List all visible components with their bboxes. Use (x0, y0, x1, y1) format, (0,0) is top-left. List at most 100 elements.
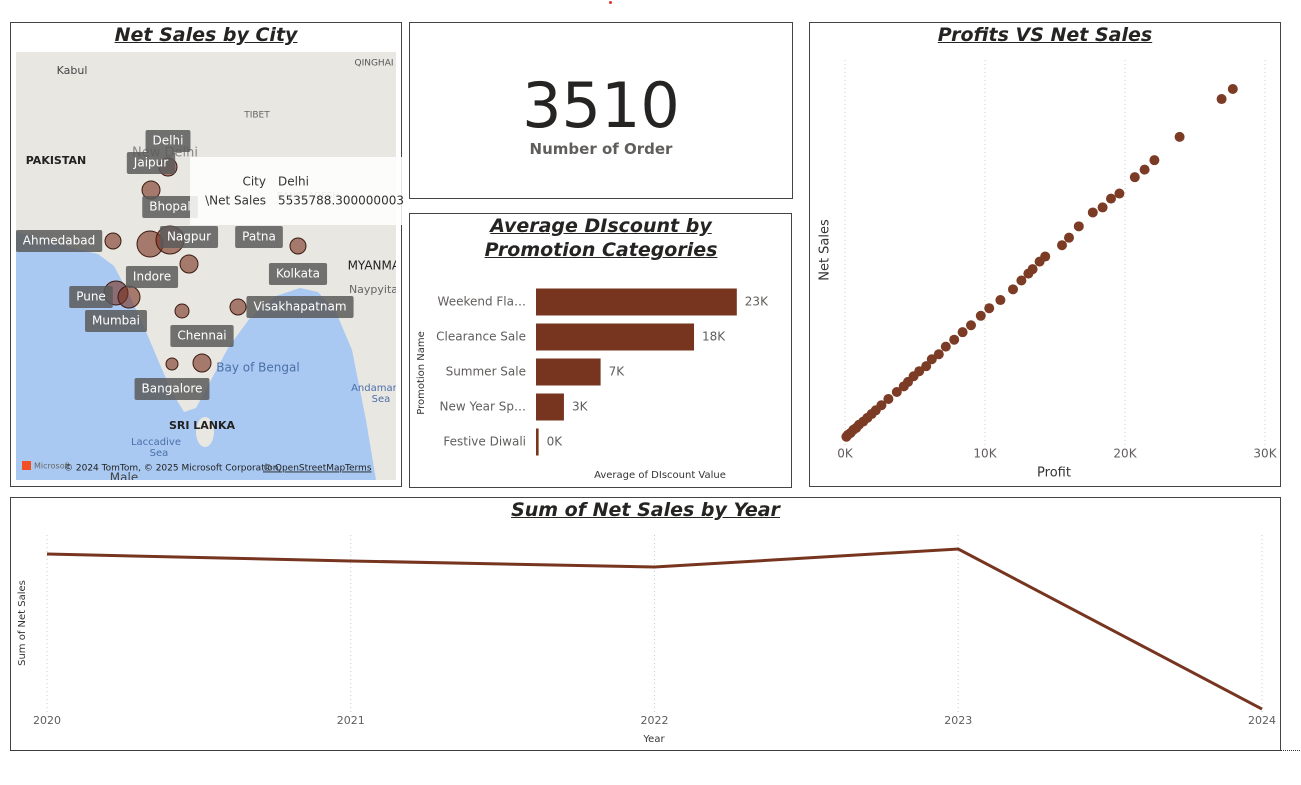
scatter-point (891, 387, 902, 398)
city-label-box (69, 286, 113, 308)
scatter-point (1023, 268, 1034, 279)
x-tick-label: 10K (973, 447, 997, 461)
bar (536, 323, 695, 351)
scatter-point (933, 349, 944, 360)
x-tick-label: 2020 (33, 714, 61, 727)
city-label-box (85, 310, 147, 332)
tooltip-label: City (242, 175, 266, 189)
line-title: Sum of Net Sales by Year (511, 499, 780, 521)
line (46, 547, 1263, 711)
scatter-point (1139, 164, 1150, 175)
scatter-point (1057, 240, 1067, 251)
scatter-point (1114, 188, 1125, 199)
marker-dot (609, 1, 612, 4)
attribution: © 2024 TomTom, © 2025 Microsoft Corporat… (64, 464, 281, 474)
y-tick-label: Festive Diwali (443, 435, 526, 449)
card-label: Number of Order (529, 140, 673, 158)
city-label: Patna (242, 230, 276, 244)
map-place-label: Kabul (57, 64, 88, 77)
map-place-label: PAKISTAN (26, 154, 86, 167)
x-tick-label: 0K (837, 447, 854, 461)
map-place-label: QINGHAI (354, 59, 393, 69)
scatter-point (1174, 131, 1185, 142)
x-tick-label: 2024 (1248, 714, 1276, 727)
line-panel (10, 497, 1281, 751)
x-axis-title: Profit (1037, 466, 1071, 481)
map-place-label: Male (110, 471, 138, 485)
scatter-point (1064, 232, 1074, 243)
city-label: Kolkata (276, 267, 320, 281)
city-label-box (142, 196, 198, 218)
city-bubble (174, 303, 190, 319)
city-label-box (134, 378, 210, 400)
page-edge (10, 750, 1300, 751)
city-label: Ahmedabad (23, 234, 95, 248)
data-label: 18K (702, 330, 726, 344)
city-label: Delhi (153, 134, 184, 148)
scatter-point (1087, 207, 1098, 218)
attribution-brand: Microsoft (34, 462, 70, 471)
y-axis-title: Sum of Net Sales (17, 580, 28, 666)
scatter-point (883, 393, 894, 404)
scatter-point (1097, 202, 1108, 213)
data-label: 3K (572, 400, 589, 414)
x-tick-label: 20K (1113, 447, 1137, 461)
scatter-point (926, 354, 937, 365)
x-tick-label: 2022 (641, 714, 669, 727)
scatter-point (940, 341, 951, 352)
city-label: Nagpur (167, 230, 211, 244)
city-label: Indore (133, 270, 171, 284)
map-place-label: Laccadive (131, 437, 181, 448)
scatter-point (1149, 155, 1160, 166)
card-panel (409, 22, 793, 199)
y-tick-label: Summer Sale (446, 365, 526, 379)
scatter-point (1016, 275, 1027, 286)
scatter-point (898, 381, 909, 392)
scatter-point (984, 303, 995, 314)
y-axis-title: Promotion Name (416, 331, 427, 415)
bar (536, 288, 737, 316)
scatter-point (1073, 221, 1084, 232)
x-tick-label: 2021 (337, 714, 365, 727)
ms-logo (22, 461, 31, 470)
scatter-point (1227, 83, 1238, 94)
city-label-box (126, 152, 176, 174)
city-label: Jaipur (133, 156, 168, 170)
x-axis-title: Average of DIscount Value (594, 470, 726, 481)
city-label-box (170, 325, 234, 347)
city-label-box (246, 296, 354, 318)
x-axis-title: Year (642, 734, 665, 745)
city-label-box (125, 266, 179, 288)
scatter-point (995, 295, 1006, 306)
scatter-point (949, 334, 960, 345)
map-place-label: Naypyitaw (349, 283, 407, 296)
scatter-point (921, 361, 932, 372)
tooltip-box (190, 157, 408, 225)
city-label-box (145, 130, 191, 152)
scatter-point (1034, 256, 1045, 267)
bar (536, 393, 564, 421)
map-place-label: Bay of Bengal (216, 361, 299, 375)
city-bubble (229, 298, 247, 316)
map-place-label: Sea (372, 394, 391, 405)
scatter-point (1008, 284, 1018, 295)
attribution-link: Terms (344, 464, 372, 474)
y-tick-label: Weekend Fla… (438, 295, 526, 309)
map-title: Net Sales by City (114, 24, 298, 46)
bar-title: Average DIscount by Promotion Categories (484, 215, 718, 261)
city-label: Mumbai (92, 314, 140, 328)
attribution-link: © OpenStreetMap (263, 464, 346, 474)
city-bubble (117, 285, 141, 309)
city-bubble (179, 254, 199, 274)
city-label: Visakhapatnam (253, 300, 346, 314)
island (196, 417, 214, 447)
scatter-point (966, 320, 976, 331)
city-label: Bangalore (142, 382, 203, 396)
city-bubble (165, 357, 179, 371)
city-label: Pune (76, 290, 106, 304)
data-label: 7K (609, 365, 626, 379)
city-bubble (192, 353, 212, 373)
city-label-box (268, 263, 328, 285)
